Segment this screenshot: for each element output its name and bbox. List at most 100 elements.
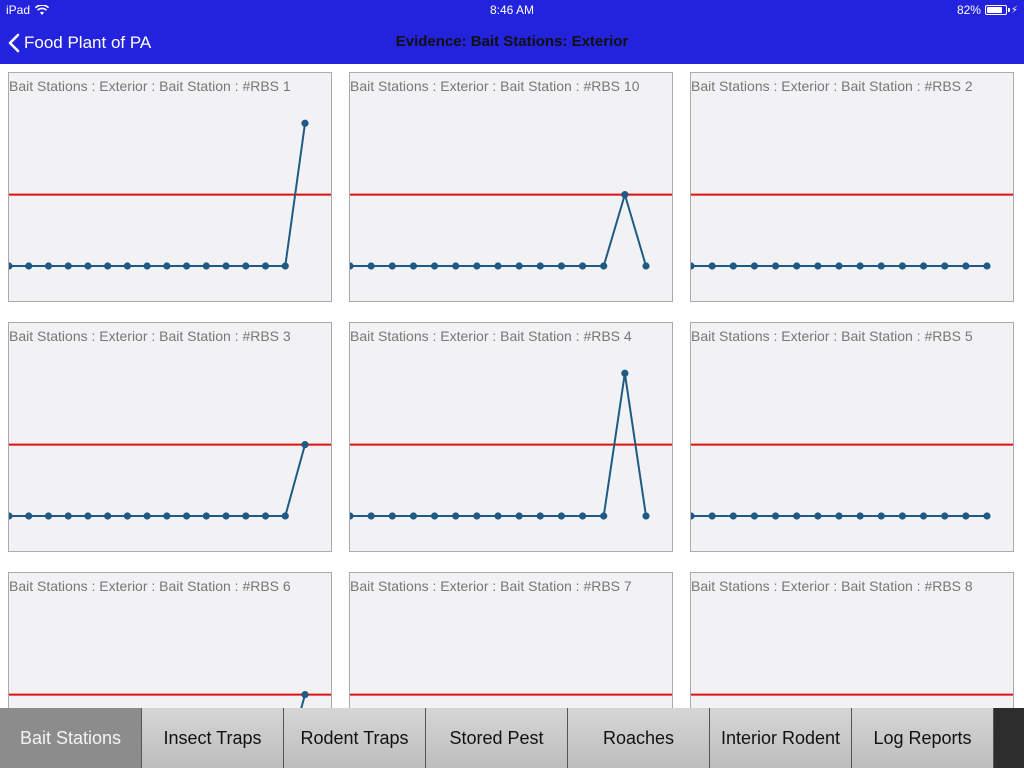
data-point — [600, 262, 608, 270]
chart-panel: Bait Stations : Exterior : Bait Station … — [8, 72, 332, 302]
chart-panel: Bait Stations : Exterior : Bait Station … — [690, 72, 1014, 302]
data-point — [281, 512, 289, 520]
data-point — [856, 262, 864, 270]
data-point — [515, 512, 523, 520]
data-point — [183, 262, 191, 270]
data-point — [261, 262, 270, 270]
chart-plot — [350, 693, 672, 696]
data-point — [919, 262, 928, 270]
wifi-icon — [35, 4, 50, 15]
data-point — [536, 262, 544, 270]
chevron-left-icon — [8, 33, 20, 53]
data-point — [898, 262, 907, 270]
data-point — [301, 441, 309, 449]
data-point — [222, 262, 230, 270]
chart-panel: Bait Stations : Exterior : Bait Station … — [690, 572, 1014, 712]
data-point — [473, 262, 481, 270]
status-battery: 82% ⚡ — [957, 3, 1018, 17]
data-point — [104, 262, 112, 270]
data-point — [9, 262, 13, 270]
data-point — [281, 262, 289, 270]
data-point — [388, 512, 396, 520]
data-point — [84, 262, 92, 270]
data-point — [557, 262, 566, 270]
chart-title: Bait Stations : Exterior : Bait Station … — [9, 78, 291, 94]
battery-percent: 82% — [956, 3, 981, 17]
data-point — [430, 262, 439, 270]
data-point — [409, 262, 418, 270]
data-point — [183, 512, 191, 520]
data-point — [388, 262, 396, 270]
data-point — [642, 262, 650, 270]
data-point — [557, 512, 566, 520]
chart-title: Bait Stations : Exterior : Bait Station … — [350, 578, 632, 594]
data-point — [814, 512, 822, 520]
data-point — [642, 512, 650, 520]
data-point — [962, 512, 970, 520]
chart-title: Bait Stations : Exterior : Bait Station … — [9, 578, 291, 594]
data-point — [64, 262, 72, 270]
data-point — [261, 512, 270, 520]
data-point — [452, 262, 460, 270]
data-point — [202, 512, 210, 520]
chart-panel: Bait Stations : Exterior : Bait Station … — [349, 322, 673, 552]
data-point — [771, 262, 780, 270]
page-title: Evidence: Bait Stations: Exterior — [395, 33, 629, 50]
data-point — [941, 512, 949, 520]
tab-bar: Bait Stations Insect Traps Rodent Traps … — [0, 708, 1024, 768]
data-point — [25, 512, 33, 520]
chart-panel: Bait Stations : Exterior : Bait Station … — [8, 322, 332, 552]
chart-plot — [350, 369, 672, 520]
status-carrier: iPad — [6, 3, 50, 17]
tab-stored-pest[interactable]: Stored Pest — [426, 708, 568, 768]
series-line — [9, 123, 306, 267]
data-point — [941, 262, 949, 270]
data-point — [578, 262, 587, 270]
chart-plot — [9, 691, 331, 711]
data-point — [9, 512, 13, 520]
data-point — [983, 262, 991, 270]
data-point — [25, 262, 33, 270]
data-point — [856, 512, 864, 520]
data-point — [578, 512, 587, 520]
data-point — [430, 512, 439, 520]
data-point — [691, 262, 695, 270]
data-point — [793, 512, 801, 520]
data-point — [123, 512, 131, 520]
data-point — [962, 262, 970, 270]
data-point — [242, 262, 250, 270]
data-point — [143, 262, 151, 270]
data-point — [729, 512, 737, 520]
tab-bait-stations[interactable]: Bait Stations — [0, 708, 142, 768]
tab-roaches[interactable]: Roaches — [568, 708, 710, 768]
data-point — [536, 512, 544, 520]
data-point — [835, 512, 843, 520]
data-point — [835, 262, 843, 270]
chart-plot — [691, 443, 1013, 520]
data-point — [301, 691, 309, 699]
data-point — [729, 262, 737, 270]
tab-rodent-traps[interactable]: Rodent Traps — [284, 708, 426, 768]
series-line — [9, 444, 306, 517]
tab-insect-traps[interactable]: Insect Traps — [142, 708, 284, 768]
back-button[interactable]: Food Plant of PA — [8, 31, 151, 55]
tab-interior-rodent[interactable]: Interior Rodent — [710, 708, 852, 768]
data-point — [898, 512, 907, 520]
series-line — [350, 191, 647, 267]
data-point — [143, 512, 151, 520]
data-point — [409, 512, 418, 520]
data-point — [750, 512, 759, 520]
tab-log-reports[interactable]: Log Reports — [852, 708, 994, 768]
carrier-label: iPad — [6, 3, 31, 17]
chart-title: Bait Stations : Exterior : Bait Station … — [350, 78, 640, 94]
chart-title: Bait Stations : Exterior : Bait Station … — [691, 78, 973, 94]
data-point — [64, 512, 72, 520]
data-point — [919, 512, 928, 520]
data-point — [350, 262, 354, 270]
chart-title: Bait Stations : Exterior : Bait Station … — [691, 328, 973, 344]
data-point — [750, 262, 759, 270]
data-point — [515, 262, 523, 270]
data-point — [202, 262, 210, 270]
chart-panel: Bait Stations : Exterior : Bait Station … — [8, 572, 332, 712]
chart-plot — [9, 119, 331, 270]
